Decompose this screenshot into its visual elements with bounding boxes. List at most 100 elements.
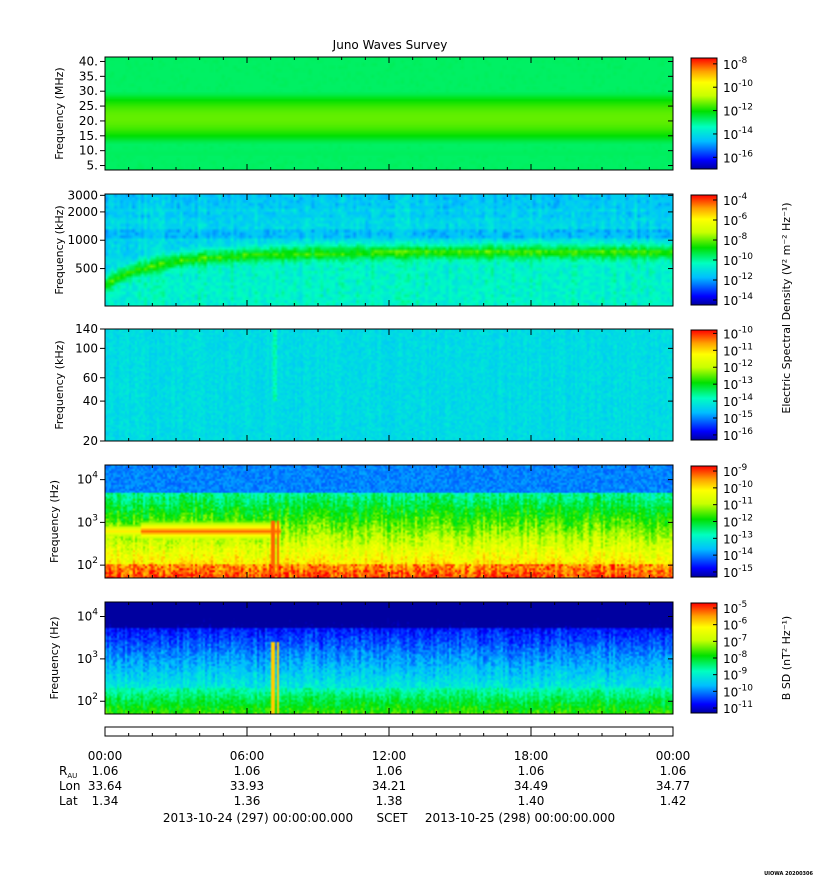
colorbar-tick-label: 10-9 xyxy=(723,667,748,683)
colorbar-tick-label: 10-11 xyxy=(723,497,753,513)
y-tick-label: 25. xyxy=(79,99,98,113)
ephemeris-value: 33.93 xyxy=(230,779,264,793)
time-tick-label: 00:00 xyxy=(656,749,691,763)
watermark: UIOWA 20200306 xyxy=(764,871,813,877)
y-tick-label: 10. xyxy=(79,144,98,158)
colorbar-tick-label: 10-6 xyxy=(723,212,748,228)
spectrogram-4 xyxy=(105,465,673,578)
ephemeris-value: 34.21 xyxy=(372,779,406,793)
y-tick-label: 15. xyxy=(79,129,98,143)
colorbar-tick-label: 10-8 xyxy=(723,232,748,248)
colorbar-tick-label: 10-14 xyxy=(723,292,753,308)
ephemeris-value: 1.06 xyxy=(92,764,119,778)
spectrogram-1 xyxy=(105,57,673,170)
y-tick-label: 35. xyxy=(79,69,98,83)
colorbar-tick-label: 10-10 xyxy=(723,683,753,699)
y-tick-label: 140 xyxy=(75,322,98,336)
spectrogram-2 xyxy=(105,194,673,306)
figure-title: Juno Waves Survey xyxy=(332,38,448,52)
colorbar-tick-label: 10-12 xyxy=(723,103,753,119)
y-tick-label: 500 xyxy=(75,262,98,276)
time-tick-label: 18:00 xyxy=(514,749,549,763)
time-tick-label: 00:00 xyxy=(88,749,123,763)
colorbar-tick-label: 10-16 xyxy=(723,149,753,165)
colorbar-tick-label: 10-8 xyxy=(723,56,748,72)
ephemeris-value: 1.42 xyxy=(660,794,687,808)
colorbar-tick-label: 10-10 xyxy=(723,252,753,268)
y-tick-label: 1000 xyxy=(67,233,98,247)
ephemeris-value: 1.06 xyxy=(660,764,687,778)
colorbar-tick-label: 10-14 xyxy=(723,547,753,563)
colorbar-1 xyxy=(690,57,718,170)
colorbar-label-efield: Electric Spectral Density (V² m⁻² Hz⁻¹) xyxy=(780,202,793,413)
ephemeris-value: 1.06 xyxy=(234,764,261,778)
y-tick-label: 104 xyxy=(77,471,98,487)
time-tick-label: 12:00 xyxy=(372,749,407,763)
colorbar-tick-label: 10-8 xyxy=(723,650,748,666)
colorbar-tick-label: 10-11 xyxy=(723,700,753,716)
ephemeris-label: Lat xyxy=(59,794,78,808)
ephemeris-label: Lon xyxy=(59,779,80,793)
y-axis-label: Frequency (Hz) xyxy=(48,617,61,700)
colorbar-label-bfield: B SD (nT² Hz⁻¹) xyxy=(780,616,793,700)
colorbar-4 xyxy=(690,465,718,578)
y-tick-label: 103 xyxy=(77,513,98,529)
colorbar-2 xyxy=(690,194,718,306)
colorbar-tick-label: 10-9 xyxy=(723,463,748,479)
colorbar-tick-label: 10-12 xyxy=(723,272,753,288)
footer-scet-label: SCET xyxy=(377,811,409,825)
y-tick-label: 102 xyxy=(77,556,98,572)
colorbar-tick-label: 10-7 xyxy=(723,633,747,649)
y-tick-label: 102 xyxy=(77,692,98,708)
ephemeris-value: 34.49 xyxy=(514,779,548,793)
y-axis-label: Frequency (kHz) xyxy=(53,205,66,294)
colorbar-tick-label: 10-10 xyxy=(723,79,753,95)
scet-footer: 2013-10-24 (297) 00:00:00.000 SCET 2013-… xyxy=(163,811,615,825)
colorbar-3 xyxy=(690,329,718,441)
y-axis-label: Frequency (MHz) xyxy=(53,67,66,159)
colorbar-tick-label: 10-4 xyxy=(723,192,748,208)
ephemeris-value: 1.36 xyxy=(234,794,261,808)
y-tick-label: 3000 xyxy=(67,188,98,202)
panel-1: 5.10.15.20.25.30.35.40. Frequency (MHz) 10… xyxy=(53,54,753,172)
colorbar-tick-label: 10-10 xyxy=(723,325,753,341)
colorbar-tick-label: 10-10 xyxy=(723,480,753,496)
spectrogram-5 xyxy=(105,602,673,714)
colorbar-tick-label: 10-12 xyxy=(723,514,753,530)
colorbar-tick-label: 10-13 xyxy=(723,376,753,392)
time-tick-label: 06:00 xyxy=(230,749,265,763)
y-tick-label: 60 xyxy=(83,371,98,385)
colorbar-tick-label: 10-15 xyxy=(723,410,753,426)
colorbar-tick-label: 10-12 xyxy=(723,359,753,375)
colorbar-tick-label: 10-15 xyxy=(723,564,753,580)
colorbar-tick-label: 10-14 xyxy=(723,126,753,142)
y-axis-label: Frequency (kHz) xyxy=(53,340,66,429)
colorbar-tick-label: 10-16 xyxy=(723,427,753,443)
y-tick-label: 103 xyxy=(77,650,98,666)
y-tick-label: 40 xyxy=(83,394,98,408)
y-tick-label: 20 xyxy=(83,434,98,448)
ephemeris-value: 1.40 xyxy=(518,794,545,808)
ephemeris-value: 1.06 xyxy=(376,764,403,778)
spectrogram-3 xyxy=(105,329,673,441)
y-tick-label: 2000 xyxy=(67,205,98,219)
time-axis: 00:001.0633.641.3406:001.0633.931.3612:0… xyxy=(59,726,691,808)
colorbar-tick-label: 10-11 xyxy=(723,342,753,358)
ephemeris-value: 1.06 xyxy=(518,764,545,778)
y-tick-label: 100 xyxy=(75,341,98,355)
y-tick-label: 104 xyxy=(77,608,98,624)
colorbar-tick-label: 10-5 xyxy=(723,600,747,616)
y-tick-label: 30. xyxy=(79,84,98,98)
ephemeris-value: 1.38 xyxy=(376,794,403,808)
ephemeris-value: 1.34 xyxy=(92,794,119,808)
y-axis-label: Frequency (Hz) xyxy=(48,480,61,563)
colorbar-tick-label: 10-13 xyxy=(723,530,753,546)
ephemeris-value: 34.77 xyxy=(656,779,690,793)
ephemeris-value: 33.64 xyxy=(88,779,122,793)
y-tick-label: 20. xyxy=(79,114,98,128)
